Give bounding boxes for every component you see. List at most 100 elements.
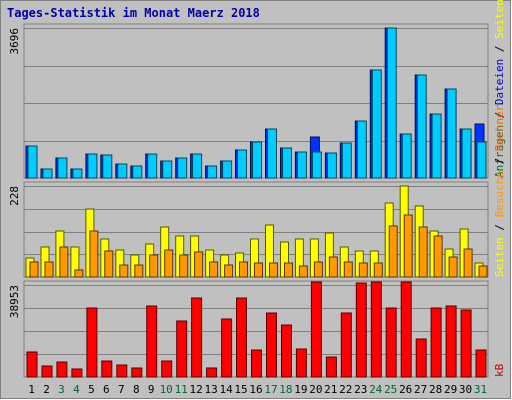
bar-kb-day-26: [400, 281, 412, 378]
x-tick-label-11: 11: [175, 383, 188, 396]
legend-segment: Anfragen: [493, 125, 506, 178]
bar-besuche-day-30: [463, 248, 473, 278]
bar-kb-day-19: [295, 348, 307, 378]
legend-segment: /: [493, 151, 506, 171]
x-tick-label-23: 23: [354, 383, 367, 396]
bar-dateien-day-18: [282, 147, 292, 179]
bar-kb-day-18: [281, 324, 292, 378]
bar-besuche-day-13: [209, 261, 219, 278]
x-tick-label-10: 10: [160, 383, 173, 396]
series-kb: [26, 281, 487, 378]
bar-dateien-day-3: [57, 157, 68, 179]
bar-besuche-day-25: [388, 225, 398, 278]
bar-besuche-day-26: [403, 214, 413, 278]
x-tick-label-21: 21: [324, 383, 337, 396]
x-tick-label-31: 31: [474, 383, 487, 396]
x-tick-label-9: 9: [148, 383, 155, 396]
bar-besuche-day-22: [343, 261, 353, 278]
bar-dateien-day-6: [102, 154, 113, 179]
panel-top-ymax-label: 3696: [8, 28, 21, 55]
x-tick-label-14: 14: [219, 383, 233, 396]
x-tick-label-24: 24: [369, 383, 383, 396]
bar-besuche-day-17: [269, 262, 278, 278]
bar-besuche-day-15: [239, 261, 248, 278]
bar-besuche-day-24: [373, 262, 383, 278]
bar-dateien-day-26: [401, 133, 412, 179]
bar-kb-day-14: [221, 318, 233, 378]
bar-dateien-day-23: [356, 120, 367, 179]
bar-kb-day-7: [116, 364, 128, 378]
bar-kb-day-16: [251, 349, 262, 378]
bar-kb-day-8: [131, 367, 143, 378]
bar-kb-day-25: [385, 307, 397, 378]
x-tick-label-22: 22: [339, 383, 352, 396]
legend-segment: /: [493, 105, 506, 125]
bar-besuche-day-5: [89, 230, 99, 278]
bar-kb-day-10: [161, 360, 173, 378]
bar-dateien-day-17: [267, 128, 277, 179]
bar-besuche-day-8: [134, 264, 144, 278]
x-tick-label-25: 25: [384, 383, 397, 396]
bar-dateien-day-13: [207, 165, 218, 179]
bar-dateien-day-10: [162, 160, 173, 179]
bar-dateien-day-12: [192, 153, 203, 179]
bar-besuche-day-4: [74, 269, 84, 278]
bar-besuche-day-10: [164, 249, 174, 278]
bar-besuche-day-1: [29, 261, 39, 278]
x-tick-label-12: 12: [189, 383, 202, 396]
series-besuche: [29, 214, 488, 278]
bar-besuche-day-23: [358, 262, 368, 278]
bar-kb-day-17: [266, 312, 277, 378]
bar-kb-day-2: [41, 365, 53, 378]
bar-dateien-day-8: [132, 165, 143, 179]
bar-dateien-day-25: [386, 27, 397, 179]
bar-kb-day-28: [430, 307, 442, 378]
bar-kb-day-23: [355, 282, 367, 378]
bar-dateien-day-14: [222, 160, 233, 179]
x-tick-label-18: 18: [279, 383, 292, 396]
bar-besuche-day-20: [313, 261, 323, 278]
bar-kb-day-3: [56, 361, 68, 378]
panel-middle-legend: Seiten / Besuche / Rechner: [493, 104, 506, 277]
bar-kb-day-5: [86, 307, 98, 378]
x-tick-label-13: 13: [204, 383, 217, 396]
bar-kb-day-21: [325, 356, 337, 378]
panel-bottom-ymax-label: 38953: [8, 285, 21, 318]
bar-dateien-day-28: [431, 113, 442, 179]
bar-dateien-day-20: [311, 151, 322, 179]
chart-title: Tages-Statistik im Monat Maerz 2018: [7, 6, 260, 20]
bar-besuche-day-31: [478, 265, 488, 278]
x-tick-label-8: 8: [133, 383, 140, 396]
x-tick-label-3: 3: [58, 383, 65, 396]
x-tick-label-6: 6: [103, 383, 110, 396]
bar-kb-day-1: [26, 351, 38, 378]
legend-segment: kB: [493, 363, 506, 377]
bar-dateien-day-24: [371, 69, 382, 179]
panel-middle-ymax-label: 228: [8, 186, 21, 206]
bar-besuche-day-2: [44, 261, 54, 278]
legend-segment: Seiten: [493, 237, 506, 277]
bar-besuche-day-16: [254, 262, 263, 278]
x-tick-label-7: 7: [118, 383, 125, 396]
legend-segment: /: [493, 39, 506, 59]
bar-dateien-day-29: [446, 88, 457, 179]
x-tick-label-30: 30: [459, 383, 472, 396]
bar-besuche-day-3: [59, 246, 69, 278]
bar-kb-day-4: [71, 368, 83, 378]
x-tick-label-26: 26: [399, 383, 412, 396]
bar-dateien-day-21: [326, 152, 337, 179]
bar-dateien-day-5: [87, 153, 98, 179]
bar-kb-day-20: [310, 281, 322, 378]
bar-dateien-day-30: [461, 128, 472, 179]
bar-kb-day-15: [236, 297, 247, 378]
bar-besuche-day-9: [149, 254, 159, 278]
legend-segment: Rechner: [493, 104, 506, 151]
x-tick-label-2: 2: [43, 383, 50, 396]
x-tick-label-16: 16: [249, 383, 262, 396]
bar-dateien-day-1: [27, 145, 38, 179]
legend-segment: Besuche: [493, 171, 506, 217]
bar-kb-day-29: [445, 305, 457, 378]
panel-middle: 228 Seiten / Besuche / Rechner: [8, 104, 506, 278]
bar-besuche-day-18: [284, 262, 293, 278]
